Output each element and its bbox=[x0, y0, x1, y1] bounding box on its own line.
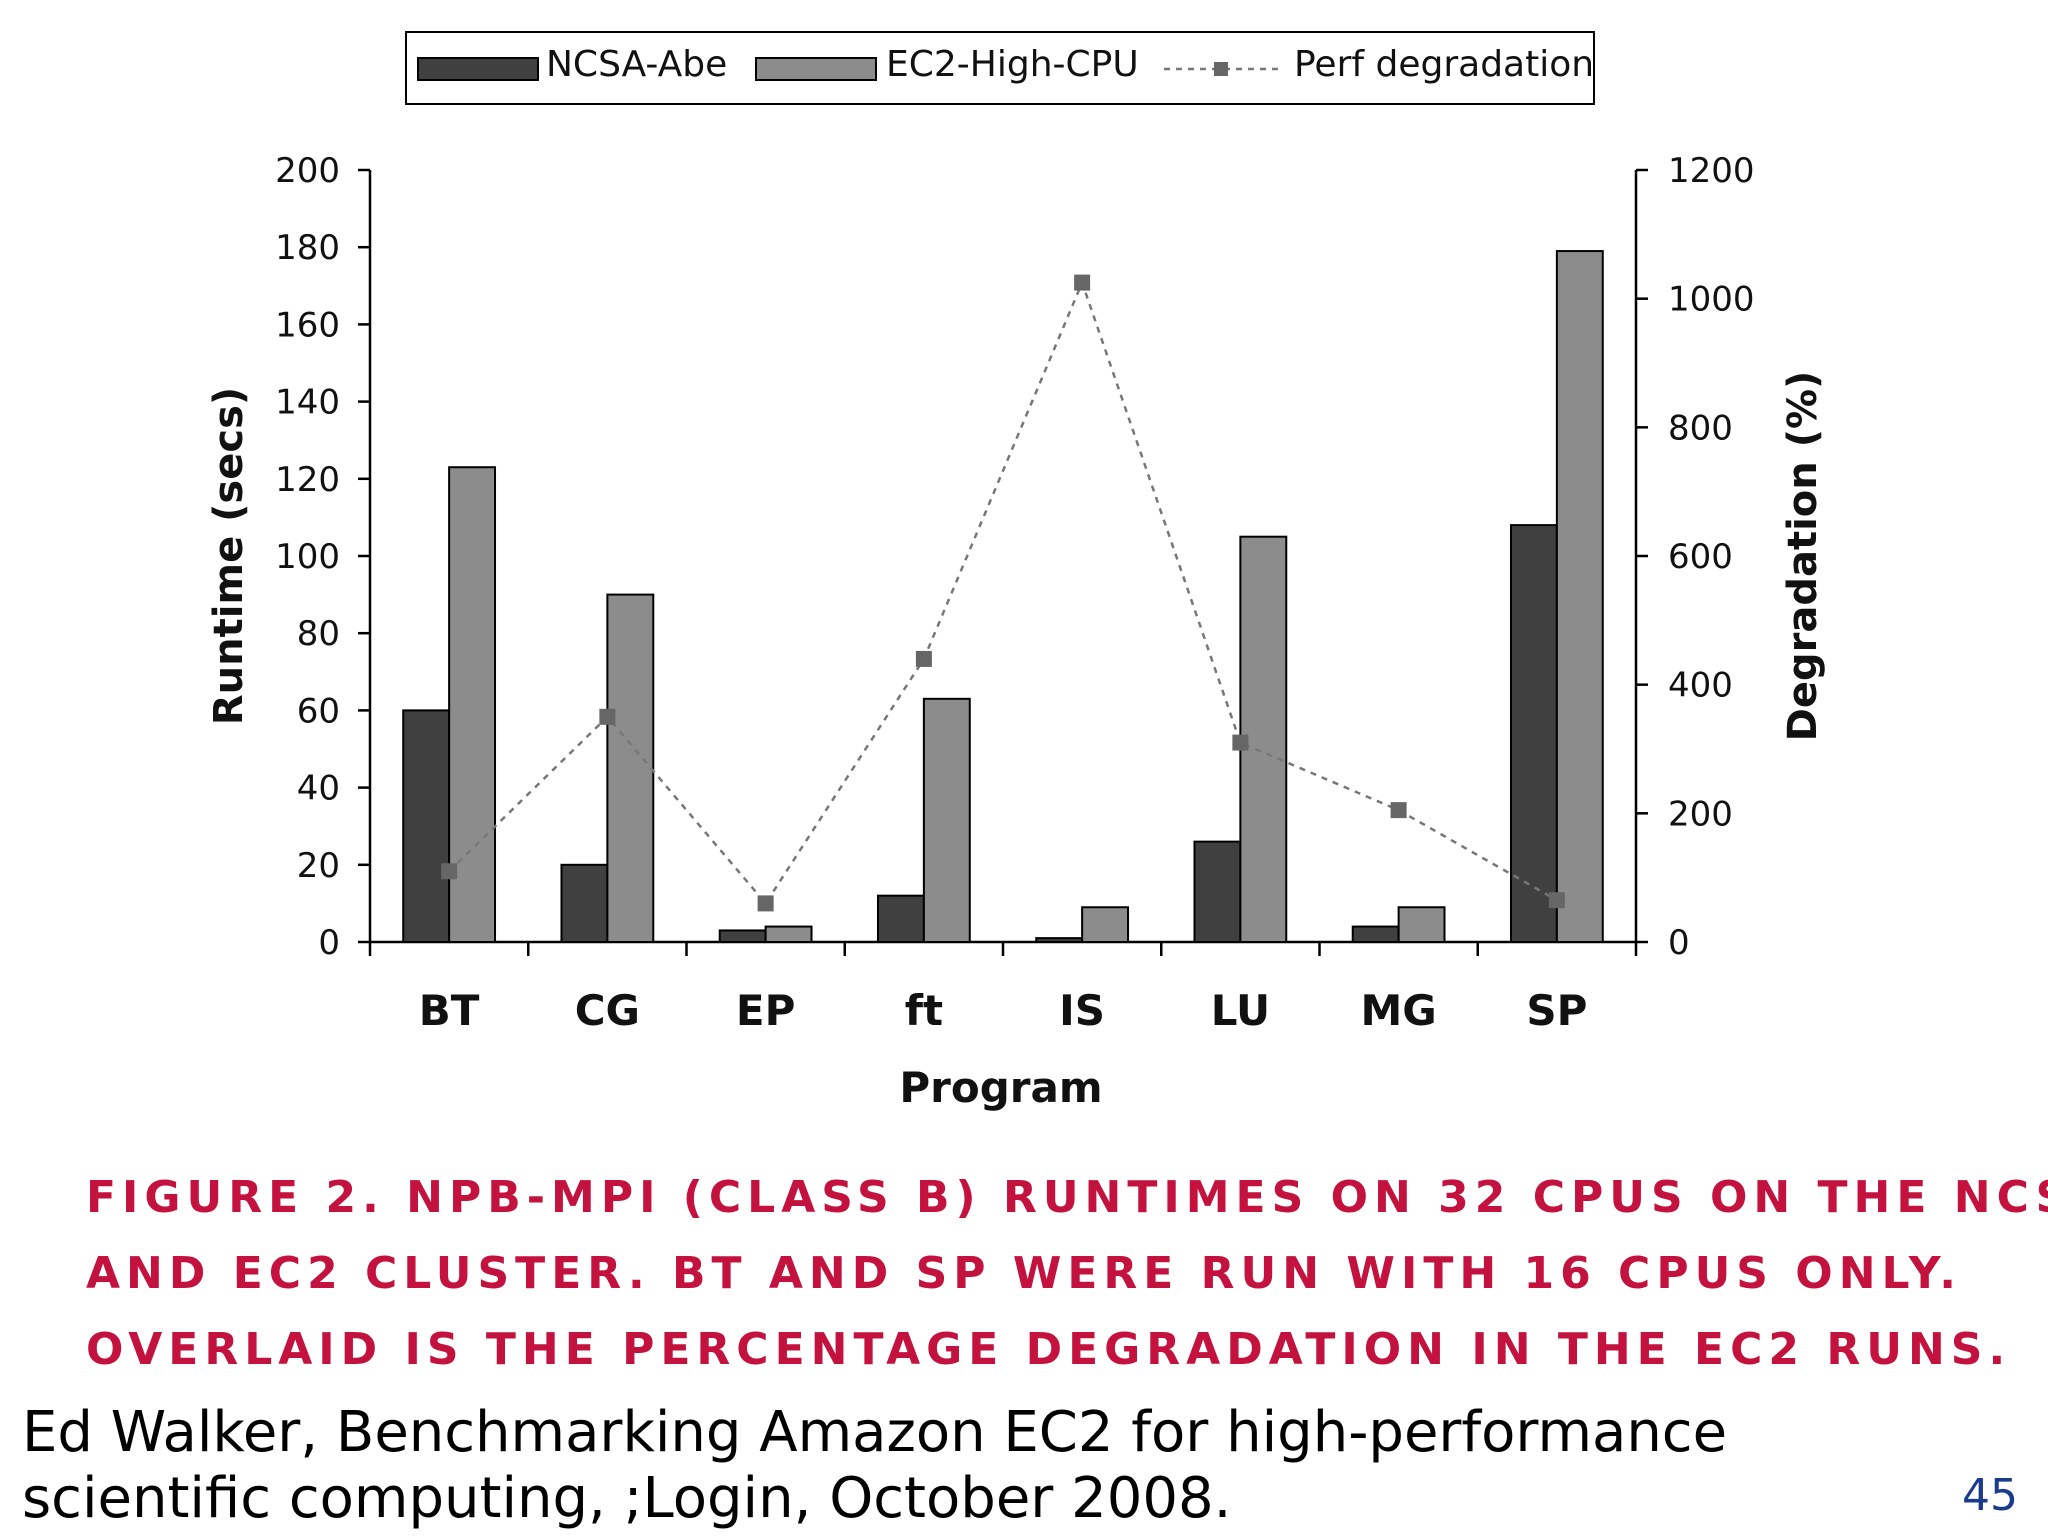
bar-ncsa-abe-ft bbox=[876, 894, 925, 943]
x-tick-label: BT bbox=[419, 986, 480, 1035]
y-tick-label: 140 bbox=[275, 383, 340, 423]
y2-tick-label: 600 bbox=[1668, 537, 1733, 577]
x-tick-label: IS bbox=[1059, 986, 1105, 1035]
legend-box bbox=[405, 31, 1595, 105]
figure-caption: FIGURE 2. NPB-MPI (CLASS B) RUNTIMES ON … bbox=[86, 1160, 2048, 1388]
y2-tick-label: 800 bbox=[1668, 408, 1733, 448]
degradation-line bbox=[448, 279, 1558, 906]
y-tick-label: 160 bbox=[275, 305, 340, 345]
citation-line-1: Ed Walker, Benchmarking Amazon EC2 for h… bbox=[22, 1400, 1728, 1465]
chart: NCSA-Abe EC2-High-CPU Perf degradation 0… bbox=[206, 31, 1826, 1112]
bar-ec2-high-cpu-bt bbox=[448, 466, 497, 943]
citation-line-2: scientific computing, ;Login, October 20… bbox=[22, 1466, 1232, 1531]
legend: NCSA-Abe EC2-High-CPU Perf degradation bbox=[405, 31, 1595, 105]
bar-ncsa-abe-bt bbox=[402, 709, 451, 944]
y-ticks-left: 0 20 40 60 80 100 120 140 160 180 200 bbox=[275, 151, 370, 963]
x-tick-label: CG bbox=[575, 986, 640, 1035]
x-tick-label: LU bbox=[1211, 986, 1270, 1035]
bar-ncsa-abe-ep bbox=[718, 929, 767, 943]
y-tick-label: 0 bbox=[318, 923, 340, 963]
legend-swatch-ncsa bbox=[417, 57, 539, 81]
bar-ec2-high-cpu-is bbox=[1081, 906, 1130, 944]
bar-ncsa-abe-cg bbox=[560, 863, 609, 943]
degradation-point-sp bbox=[1548, 892, 1565, 909]
x-tick-label: MG bbox=[1360, 986, 1436, 1035]
y2-tick-label: 0 bbox=[1668, 923, 1690, 963]
y2-tick-label: 200 bbox=[1668, 794, 1733, 834]
bar-ec2-high-cpu-sp bbox=[1555, 250, 1604, 943]
y2-tick-label: 1000 bbox=[1668, 280, 1755, 320]
y-tick-label: 200 bbox=[275, 151, 340, 191]
y-tick-label: 180 bbox=[275, 228, 340, 268]
x-tick-label: EP bbox=[736, 986, 795, 1035]
y-axis-right-label: Degradation (%) bbox=[1780, 371, 1826, 742]
y-tick-label: 40 bbox=[297, 769, 340, 809]
y-tick-label: 60 bbox=[297, 691, 340, 731]
x-tick-label: ft bbox=[905, 986, 943, 1035]
legend-swatch-ec2 bbox=[755, 57, 877, 81]
y-axis-left-label: Runtime (secs) bbox=[206, 387, 252, 725]
caption-line-2: AND EC2 CLUSTER. BT AND SP WERE RUN WITH… bbox=[86, 1248, 1963, 1299]
bars bbox=[402, 250, 1604, 944]
bar-ncsa-abe-sp bbox=[1509, 524, 1558, 943]
degradation-point-ep bbox=[757, 895, 774, 912]
legend-marker-degradation bbox=[1214, 62, 1228, 76]
degradation-point-lu bbox=[1232, 734, 1249, 751]
degradation-point-mg bbox=[1390, 802, 1407, 819]
bar-ncsa-abe-lu bbox=[1193, 840, 1242, 944]
y2-tick-label: 400 bbox=[1668, 666, 1733, 706]
degradation-point-cg bbox=[599, 708, 616, 725]
degradation-series bbox=[441, 274, 1565, 912]
degradation-point-ft bbox=[915, 650, 932, 667]
degradation-point-is bbox=[1074, 274, 1091, 291]
y-tick-label: 120 bbox=[275, 460, 340, 500]
x-ticks: BT CG EP ft IS LU MG SP bbox=[368, 942, 1638, 1035]
x-tick-label: SP bbox=[1526, 986, 1587, 1035]
bar-ec2-high-cpu-ep bbox=[764, 925, 813, 943]
page-number: 45 bbox=[1962, 1470, 2018, 1521]
legend-label-ncsa: NCSA-Abe bbox=[546, 44, 727, 85]
y-tick-label: 80 bbox=[297, 614, 340, 654]
legend-label-ec2: EC2-High-CPU bbox=[886, 44, 1139, 85]
bar-ec2-high-cpu-ft bbox=[922, 697, 971, 943]
y-tick-label: 20 bbox=[297, 846, 340, 886]
x-axis-label: Program bbox=[899, 1063, 1102, 1112]
bar-ncsa-abe-mg bbox=[1351, 925, 1400, 943]
citation: Ed Walker, Benchmarking Amazon EC2 for h… bbox=[22, 1400, 1727, 1532]
caption-line-3: OVERLAID IS THE PERCENTAGE DEGRADATION I… bbox=[86, 1324, 2012, 1375]
bar-ec2-high-cpu-cg bbox=[606, 593, 655, 943]
degradation-point-bt bbox=[441, 863, 458, 880]
y-tick-label: 100 bbox=[275, 537, 340, 577]
bar-ncsa-abe-is bbox=[1035, 937, 1084, 944]
y-ticks-right: 0 200 400 600 800 1000 1200 bbox=[1636, 151, 1755, 963]
bar-ec2-high-cpu-mg bbox=[1397, 906, 1446, 944]
legend-label-degradation: Perf degradation bbox=[1294, 44, 1594, 85]
caption-line-1: FIGURE 2. NPB-MPI (CLASS B) RUNTIMES ON … bbox=[86, 1172, 2048, 1223]
y2-tick-label: 1200 bbox=[1668, 151, 1755, 191]
